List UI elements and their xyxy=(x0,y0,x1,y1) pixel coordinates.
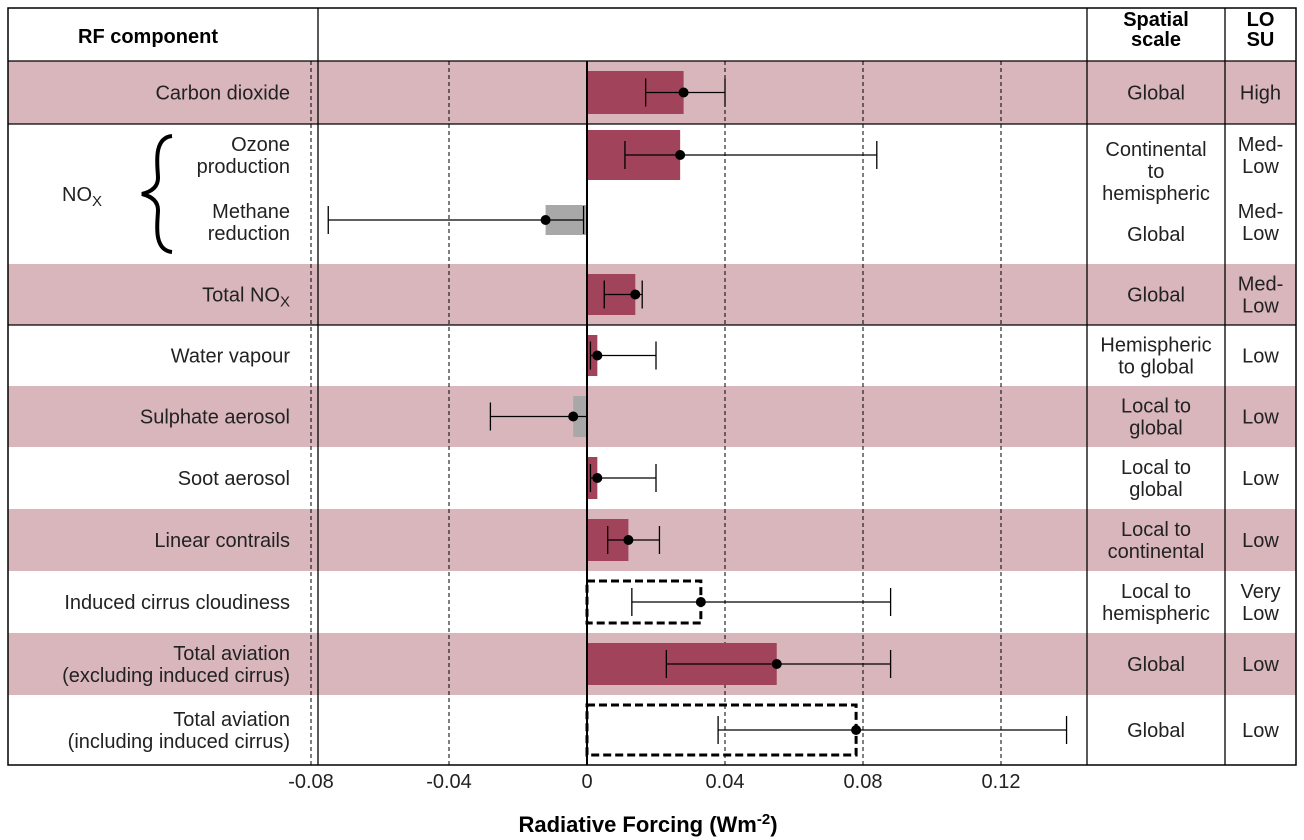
spatial-scale-cell: to xyxy=(1148,161,1165,183)
nox-group: NOX xyxy=(62,134,173,254)
row-label: Carbon dioxide xyxy=(155,83,290,105)
losu-cell: High xyxy=(1240,83,1281,105)
table-frame xyxy=(7,7,1297,766)
row-label: Sulphate aerosol xyxy=(140,407,290,429)
spatial-scale-cell: hemispheric xyxy=(1102,183,1210,205)
x-axis-title: Radiative Forcing (Wm-2) xyxy=(518,811,777,837)
x-tick-label: 0.08 xyxy=(844,771,883,793)
losu-cell: Low xyxy=(1242,407,1279,429)
losu-cell: Med- xyxy=(1238,274,1284,296)
row-shade xyxy=(8,264,1296,325)
spatial-scale-header: scale xyxy=(1131,29,1181,51)
spatial-scale-cell: Global xyxy=(1127,224,1185,246)
spatial-scale-cell: continental xyxy=(1108,541,1205,563)
losu-cell: Low xyxy=(1242,530,1279,552)
spatial-scale-cell: Global xyxy=(1127,83,1185,105)
data-point xyxy=(678,87,689,98)
losu-cell: Low xyxy=(1242,296,1279,318)
x-tick-label: 0 xyxy=(581,771,592,793)
row-label: Soot aerosol xyxy=(178,468,290,490)
row-label: Total aviation xyxy=(173,643,290,665)
spatial-scale-cell: global xyxy=(1129,418,1182,440)
spatial-scale-header: Spatial xyxy=(1123,9,1189,31)
data-point xyxy=(568,411,579,422)
gridline-layer xyxy=(310,61,1002,765)
spatial-scale-cell: Global xyxy=(1127,720,1185,742)
data-point xyxy=(592,473,603,483)
brace-icon xyxy=(141,134,173,254)
error-bar-layer xyxy=(327,78,1068,744)
data-point xyxy=(695,597,706,607)
data-point xyxy=(851,725,862,735)
data-point xyxy=(630,289,641,300)
spatial-scale-cell: hemispheric xyxy=(1102,603,1210,625)
losu-cell: Low xyxy=(1242,156,1279,178)
row-label: Total NOX xyxy=(202,285,290,311)
spatial-scale-cell: Local to xyxy=(1121,519,1191,541)
row-shade xyxy=(8,386,1296,447)
row-label: Ozone xyxy=(231,134,290,156)
data-point xyxy=(623,535,634,545)
rf-component-header: RF component xyxy=(78,26,218,48)
row-label: Water vapour xyxy=(171,346,291,368)
row-label: Methane xyxy=(212,201,290,223)
losu-cell: Med- xyxy=(1238,134,1284,156)
x-tick-label: 0.04 xyxy=(706,771,745,793)
losu-column: HighMed-LowMed-LowMed-LowLowLowLowLowVer… xyxy=(1238,83,1284,743)
spatial-scale-cell: Local to xyxy=(1121,457,1191,479)
nox-group-label: NOX xyxy=(62,184,102,210)
row-label: Linear contrails xyxy=(154,530,290,552)
spatial-scale-cell: Local to xyxy=(1121,396,1191,418)
losu-cell: Med- xyxy=(1238,201,1284,223)
data-point xyxy=(675,150,686,160)
outer-border xyxy=(7,7,1297,766)
data-point xyxy=(540,215,551,225)
spatial-scale-cell: to global xyxy=(1118,357,1194,379)
spatial-scale-cell: Local to xyxy=(1121,581,1191,603)
spatial-scale-cell: global xyxy=(1129,479,1182,501)
x-tick-label: -0.04 xyxy=(426,771,472,793)
data-point xyxy=(592,350,603,361)
losu-cell: Low xyxy=(1242,468,1279,490)
row-label: production xyxy=(197,156,290,178)
row-label: (excluding induced cirrus) xyxy=(62,665,290,687)
data-point xyxy=(771,659,782,669)
x-axis: -0.08 -0.04 0 0.04 0.08 0.12 Radiative Forcing… xyxy=(288,771,1020,837)
spatial-scale-cell: Hemispheric xyxy=(1100,335,1211,357)
row-label: (including induced cirrus) xyxy=(68,731,290,753)
losu-header: SU xyxy=(1247,29,1275,51)
row-label: Total aviation xyxy=(173,709,290,731)
losu-cell: Low xyxy=(1242,603,1279,625)
losu-cell: Low xyxy=(1242,720,1279,742)
spatial-scale-column: GlobalContinentaltohemisphericGlobalGlob… xyxy=(1100,83,1211,743)
losu-header: LO xyxy=(1247,9,1275,31)
row-label: reduction xyxy=(208,223,290,245)
x-tick-label: -0.08 xyxy=(288,771,334,793)
spatial-scale-cell: Continental xyxy=(1105,139,1206,161)
spatial-scale-cell: Global xyxy=(1127,285,1185,307)
row-label: Induced cirrus cloudiness xyxy=(64,592,290,614)
losu-cell: Low xyxy=(1242,654,1279,676)
spatial-scale-cell: Global xyxy=(1127,654,1185,676)
losu-cell: Low xyxy=(1242,346,1279,368)
losu-cell: Very xyxy=(1240,581,1280,603)
losu-cell: Low xyxy=(1242,223,1279,245)
x-tick-label: 0.12 xyxy=(982,771,1021,793)
